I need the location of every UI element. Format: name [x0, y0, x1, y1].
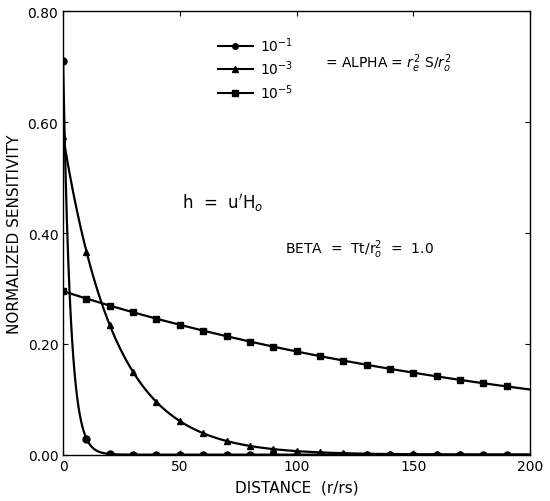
- Text: = ALPHA = $r_e^2$ S/$r_o^2$: = ALPHA = $r_e^2$ S/$r_o^2$: [324, 52, 451, 75]
- X-axis label: DISTANCE  (r/rs): DISTANCE (r/rs): [235, 479, 359, 494]
- Text: BETA  =  Tt/r$_o^2$  =  1.0: BETA = Tt/r$_o^2$ = 1.0: [285, 238, 434, 261]
- Legend: $10^{-1}$, $10^{-3}$, $10^{-5}$: $10^{-1}$, $10^{-3}$, $10^{-5}$: [212, 31, 299, 107]
- Y-axis label: NORMALIZED SENSITIVITY: NORMALIZED SENSITIVITY: [7, 134, 22, 333]
- Text: h  =  u$^{\prime}$H$_o$: h = u$^{\prime}$H$_o$: [182, 191, 263, 213]
